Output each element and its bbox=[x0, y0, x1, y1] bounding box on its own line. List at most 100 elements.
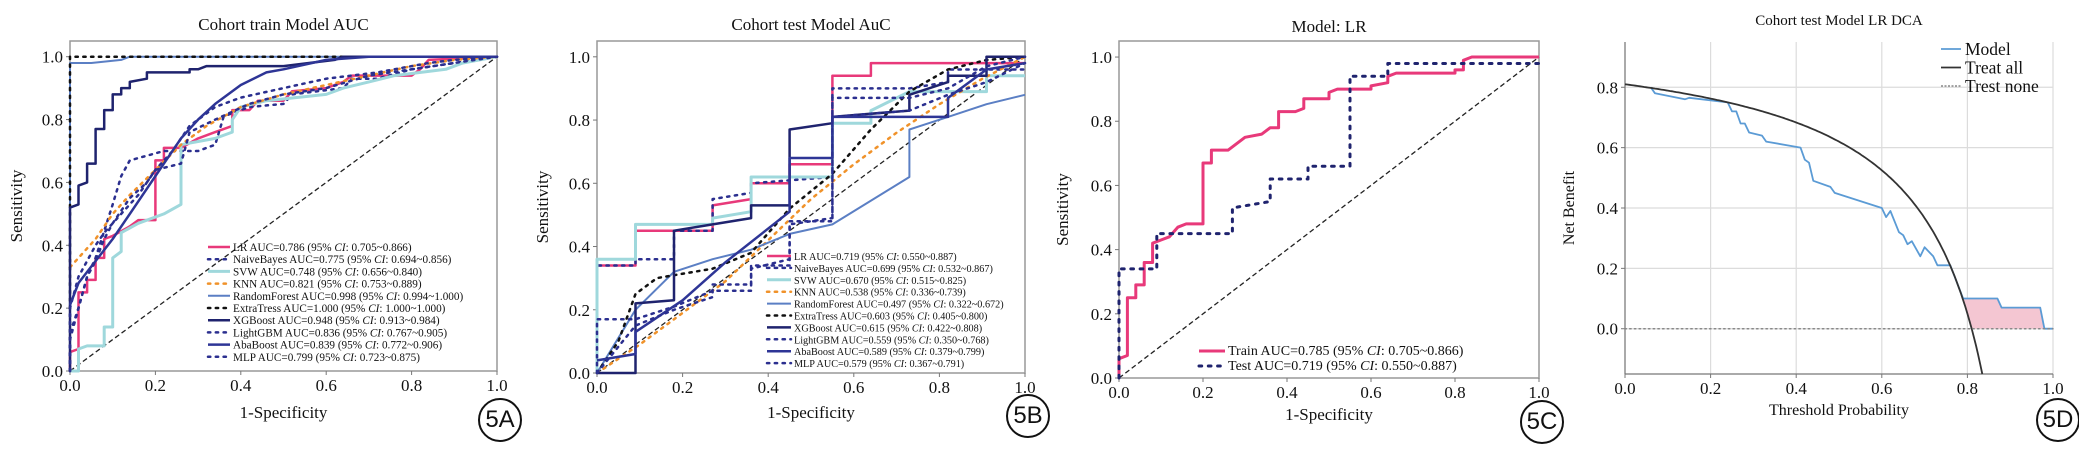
series-line-svw bbox=[595, 74, 1025, 373]
legend-label: KNN AUC=0.538 (95% CI: 0.336~0.739) bbox=[794, 288, 966, 299]
x-axis-label: Threshold Probability bbox=[1769, 402, 1909, 419]
y-tick-label: 0.6 bbox=[1091, 176, 1112, 195]
panel-5c: Model: LR 0.0 0.2 0.4 0.6 0.8 1.0 0.0 0.2 0.4 0.6 0… bbox=[1050, 0, 1570, 451]
panel-badge: 5C bbox=[1520, 400, 1564, 444]
y-tick-label: 1.0 bbox=[1091, 48, 1112, 67]
legend-label: Train AUC=0.785 (95% CI: 0.705~0.866) bbox=[1228, 344, 1464, 359]
x-axis-label: 1-Specificity bbox=[1285, 405, 1373, 424]
x-tick-label: 0.4 bbox=[758, 378, 780, 397]
y-tick-label: 0.8 bbox=[569, 111, 590, 130]
y-tick-label: 0.4 bbox=[569, 238, 591, 257]
legend-label: LightGBM AUC=0.559 (95% CI: 0.350~0.768) bbox=[794, 335, 989, 346]
legend-label: MLP AUC=0.579 (95% CI: 0.367~0.791) bbox=[794, 359, 964, 370]
series-line-train bbox=[1117, 55, 1539, 378]
y-tick-label: 0.2 bbox=[1597, 259, 1618, 278]
x-tick-label: 0.6 bbox=[1360, 383, 1381, 402]
y-tick-label: 0.2 bbox=[569, 301, 590, 320]
series-line-treat bbox=[1624, 83, 1984, 375]
panel-badge: 5B bbox=[1006, 394, 1050, 438]
x-tick-label: 0.8 bbox=[929, 378, 950, 397]
panel-badge: 5D bbox=[2036, 398, 2079, 442]
x-tick-label: 0.4 bbox=[1276, 383, 1298, 402]
y-tick-label: 0.6 bbox=[1597, 139, 1618, 158]
x-tick-label: 0.2 bbox=[672, 378, 693, 397]
legend-label: XGBoost AUC=0.948 (95% CI: 0.913~0.984) bbox=[233, 315, 440, 327]
x-axis-label: 1-Specificity bbox=[767, 403, 855, 422]
x-tick-label: 0.0 bbox=[1108, 383, 1129, 402]
x-tick-label: 0.2 bbox=[145, 376, 166, 395]
series-line-xgboost bbox=[597, 55, 1025, 375]
chance-diagonal bbox=[596, 56, 1026, 374]
x-tick-label: 0.4 bbox=[1786, 379, 1808, 398]
x-tick-label: 1.0 bbox=[2042, 379, 2063, 398]
y-tick-label: 0.4 bbox=[1597, 199, 1619, 218]
y-axis-label: Sensitivity bbox=[1053, 173, 1072, 246]
y-tick-label: 0.0 bbox=[1597, 320, 1618, 339]
legend-label: RandomForest AUC=0.497 (95% CI: 0.322~0.… bbox=[794, 300, 1004, 311]
legend-label: KNN AUC=0.821 (95% CI: 0.753~0.889) bbox=[233, 279, 422, 291]
legend-label: XGBoost AUC=0.615 (95% CI: 0.422~0.808) bbox=[794, 323, 982, 334]
chart-title: Cohort test Model AuC bbox=[731, 15, 890, 34]
legend-label: LightGBM AUC=0.836 (95% CI: 0.767~0.905) bbox=[233, 327, 447, 339]
roc-chart-train: Cohort train Model AUC 0.0 0.2 0.4 0.6 0.8 1.0… bbox=[7, 15, 508, 422]
roc-chart-test: Cohort test Model AuC 0.0 0.2 0.4 0.6 0.8 1.0 0… bbox=[533, 15, 1036, 422]
legend-label: ExtraTress AUC=0.603 (95% CI: 0.405~0.80… bbox=[794, 312, 987, 323]
x-tick-label: 0.8 bbox=[1957, 379, 1978, 398]
series-line-randomforest bbox=[596, 93, 1026, 374]
y-tick-label: 0.6 bbox=[42, 173, 63, 192]
panel-badge: 5A bbox=[478, 398, 522, 442]
y-axis-label: Net Benefit bbox=[1561, 170, 1578, 245]
legend-label: NaiveBayes AUC=0.775 (95% CI: 0.694~0.85… bbox=[233, 254, 452, 266]
legend-label: Treat all bbox=[1965, 58, 2023, 78]
series-line-mlp bbox=[595, 55, 1027, 375]
y-tick-label: 0.2 bbox=[42, 299, 63, 318]
legend-label: AbaBoost AUC=0.839 (95% CI: 0.772~0.906) bbox=[233, 340, 442, 352]
y-tick-label: 0.2 bbox=[1091, 305, 1112, 324]
dca-chart: Cohort test Model LR DCA 0.0 0.2 0.4 0.6 0.8 1… bbox=[1561, 13, 2064, 419]
x-tick-label: 1.0 bbox=[486, 376, 507, 395]
x-tick-label: 0.8 bbox=[401, 376, 422, 395]
series-line-test bbox=[1117, 62, 1541, 380]
y-tick-label: 0.0 bbox=[1091, 369, 1112, 388]
y-tick-label: 0.6 bbox=[569, 174, 590, 193]
legend-label: Model bbox=[1965, 39, 2011, 59]
legend-label: MLP AUC=0.799 (95% CI: 0.723~0.875) bbox=[233, 352, 420, 364]
series-line-knn bbox=[68, 55, 499, 269]
x-tick-label: 0.2 bbox=[1192, 383, 1213, 402]
chart-title: Model: LR bbox=[1291, 17, 1367, 36]
net-benefit-shaded-area bbox=[1963, 298, 2045, 329]
x-tick-label: 1.0 bbox=[1014, 378, 1035, 397]
chance-diagonal bbox=[1118, 56, 1540, 379]
y-axis-label: Sensitivity bbox=[533, 170, 552, 243]
y-tick-label: 1.0 bbox=[569, 48, 590, 67]
panel-5a: Cohort train Model AUC 0.0 0.2 0.4 0.6 0.8 1.0… bbox=[0, 0, 522, 451]
legend-label: SVW AUC=0.748 (95% CI: 0.656~0.840) bbox=[233, 266, 422, 278]
y-tick-label: 0.4 bbox=[1091, 241, 1113, 260]
series-line-xgboost bbox=[68, 55, 497, 371]
chart-title: Cohort test Model LR DCA bbox=[1755, 13, 1923, 29]
legend-label: Trest none bbox=[1965, 76, 2039, 96]
series-line-knn bbox=[595, 55, 1027, 375]
series-line-svw bbox=[70, 55, 498, 373]
x-tick-label: 0.0 bbox=[586, 378, 607, 397]
x-tick-label: 0.8 bbox=[1444, 383, 1465, 402]
chart-title: Cohort train Model AUC bbox=[198, 15, 368, 34]
chance-diagonal bbox=[69, 56, 498, 372]
y-tick-label: 0.0 bbox=[42, 362, 63, 381]
roc-chart-lr: Model: LR 0.0 0.2 0.4 0.6 0.8 1.0 0.0 0.2 0.4 0.6 0… bbox=[1053, 17, 1550, 424]
y-tick-label: 0.4 bbox=[42, 236, 64, 255]
legend-label: Test AUC=0.719 (95% CI: 0.550~0.887) bbox=[1228, 359, 1457, 374]
x-tick-label: 1.0 bbox=[1528, 383, 1549, 402]
legend-label: LR AUC=0.719 (95% CI: 0.550~0.887) bbox=[794, 252, 957, 263]
legend-label: RandomForest AUC=0.998 (95% CI: 0.994~1.… bbox=[233, 291, 463, 303]
series-line-ababoost bbox=[68, 55, 497, 306]
legend-label: ExtraTress AUC=1.000 (95% CI: 1.000~1.00… bbox=[233, 303, 446, 315]
series-line-ababoost bbox=[596, 61, 1026, 362]
y-tick-label: 0.8 bbox=[42, 111, 63, 130]
x-tick-label: 0.6 bbox=[843, 378, 864, 397]
y-tick-label: 0.8 bbox=[1091, 112, 1112, 131]
plot-frame bbox=[596, 40, 1026, 374]
plot-frame bbox=[1118, 40, 1540, 379]
legend-label: NaiveBayes AUC=0.699 (95% CI: 0.532~0.86… bbox=[794, 264, 993, 275]
legend-label: AbaBoost AUC=0.589 (95% CI: 0.379~0.799) bbox=[794, 347, 984, 358]
